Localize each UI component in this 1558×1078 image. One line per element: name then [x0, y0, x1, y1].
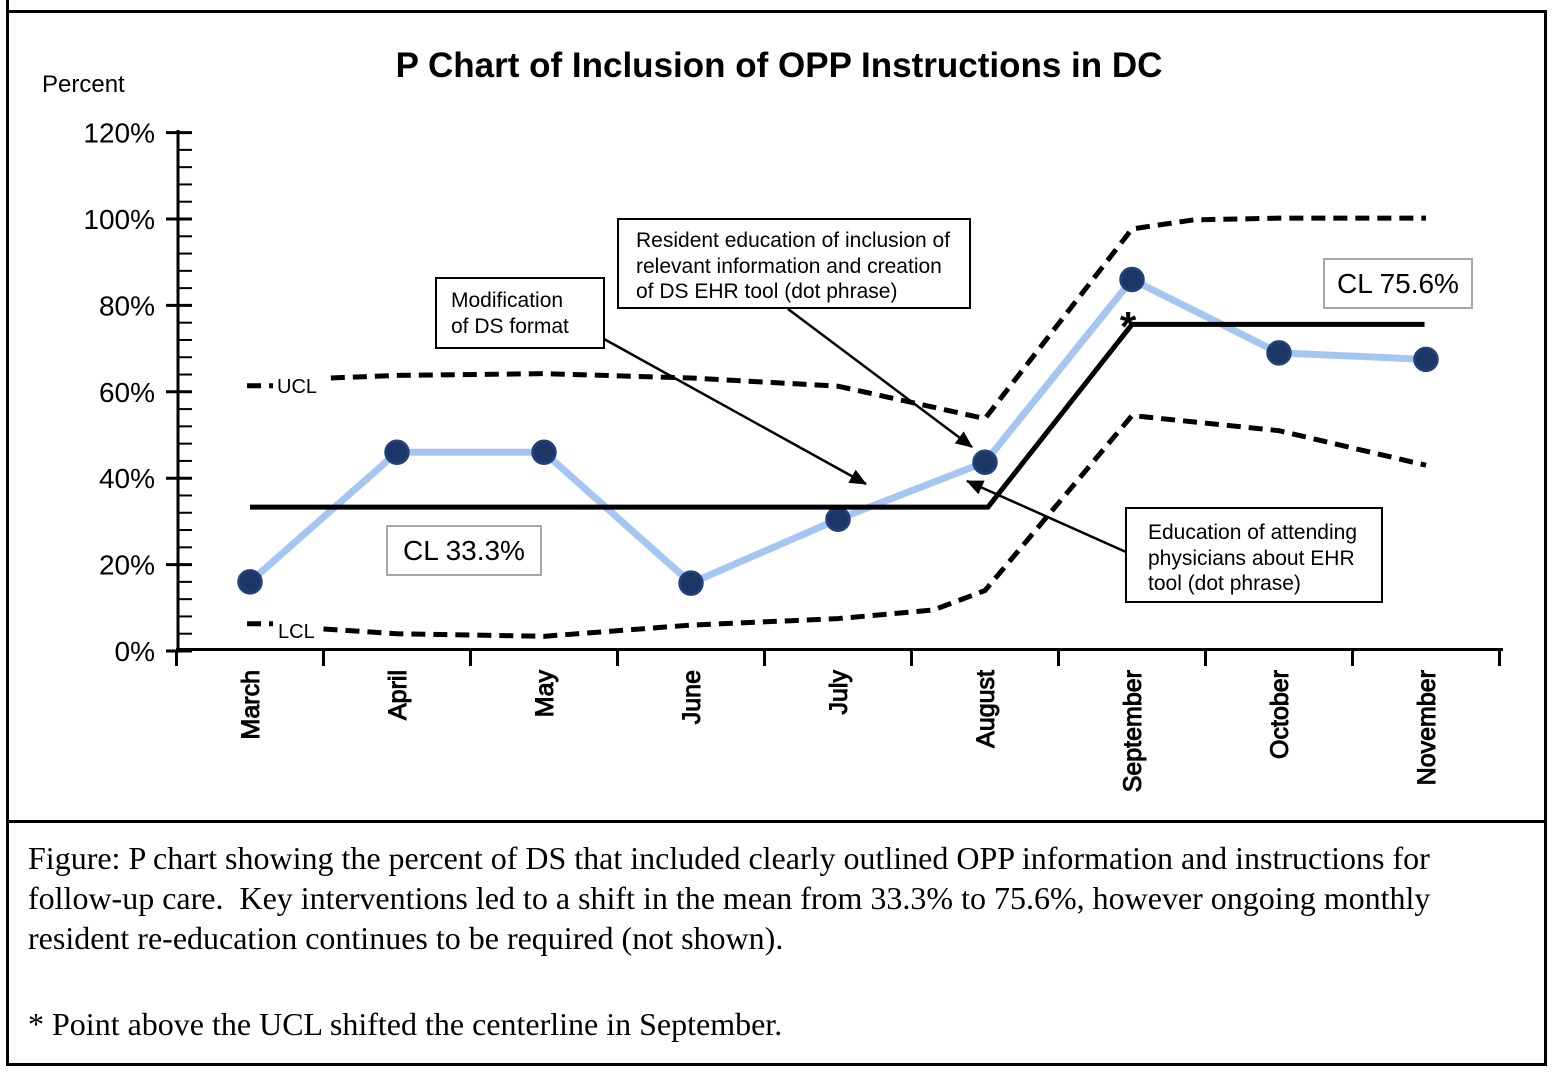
frame-right-border: [1544, 10, 1547, 1066]
x-axis-label-october: October: [1266, 670, 1294, 759]
centerline-label-33: CL 33.3%: [386, 525, 542, 576]
p-chart-canvas: 0% 20% 40% 60% 80% 100% 120% March April May June J…: [83, 118, 1503, 793]
y-tick-label: 80%: [99, 290, 155, 321]
y-tick-label: 40%: [99, 463, 155, 494]
x-axis-label-july: July: [825, 670, 853, 715]
frame-separator: [6, 820, 1547, 823]
y-tick-label: 60%: [99, 377, 155, 408]
y-tick-label: 0%: [115, 636, 155, 667]
annotation-arrow-3: [966, 479, 1127, 554]
data-point-october: [1266, 340, 1292, 366]
centerline-label-33-text: CL 33.3%: [403, 534, 525, 566]
y-tick-label: 100%: [83, 204, 155, 235]
x-axis-label-june: June: [678, 670, 706, 724]
x-axis-label-november: November: [1413, 670, 1441, 785]
data-point-april: [384, 439, 410, 466]
lcl-line: [323, 412, 1427, 639]
frame-bottom-border: [6, 1063, 1547, 1066]
y-axis-title: Percent: [42, 71, 125, 98]
annotation-arrow-1: [603, 337, 867, 486]
x-axis-label-april: April: [384, 670, 412, 720]
lcl-label: LCL: [278, 621, 315, 643]
axes: 0% 20% 40% 60% 80% 100% 120% March April May June J…: [83, 118, 1503, 793]
annotation-arrow-2: [787, 308, 973, 448]
y-tick-label: 20%: [99, 550, 155, 581]
annotation-modification-of-ds-format: Modification of DS format: [435, 277, 605, 349]
ucl-label: UCL: [277, 376, 317, 398]
y-tick-label: 120%: [83, 118, 155, 149]
chart-title: P Chart of Inclusion of OPP Instructions…: [395, 46, 1163, 85]
data-point-june: [678, 570, 704, 596]
frame-left-border: [6, 0, 9, 1066]
centerline: [250, 321, 1425, 510]
x-axis-label-august: August: [972, 670, 1000, 748]
centerline-label-75: CL 75.6%: [1323, 258, 1473, 309]
caption-text: Figure: P chart showing the percent of D…: [28, 840, 1431, 956]
data-point-may: [531, 439, 557, 466]
figure-caption: Figure: P chart showing the percent of D…: [9, 823, 1526, 1044]
caption-footnote: * Point above the UCL shifted the center…: [28, 1006, 783, 1042]
x-axis-label-march: March: [237, 670, 265, 739]
x-axis-label-may: May: [531, 670, 559, 718]
x-axis-label-september: September: [1119, 670, 1147, 792]
data-point-november: [1413, 346, 1439, 373]
annotation-attending-education: Education of attending physicians about …: [1125, 507, 1383, 603]
frame-top-border: [6, 10, 1547, 13]
centerline-label-75-text: CL 75.6%: [1337, 267, 1459, 299]
data-point-march: [237, 569, 263, 595]
data-point-july: [825, 506, 851, 532]
data-point-september: [1119, 266, 1145, 293]
above-ucl-star: *: [1120, 303, 1137, 350]
annotation-resident-education: Resident education of inclusion of relev…: [617, 218, 971, 309]
data-point-august: [972, 449, 998, 475]
